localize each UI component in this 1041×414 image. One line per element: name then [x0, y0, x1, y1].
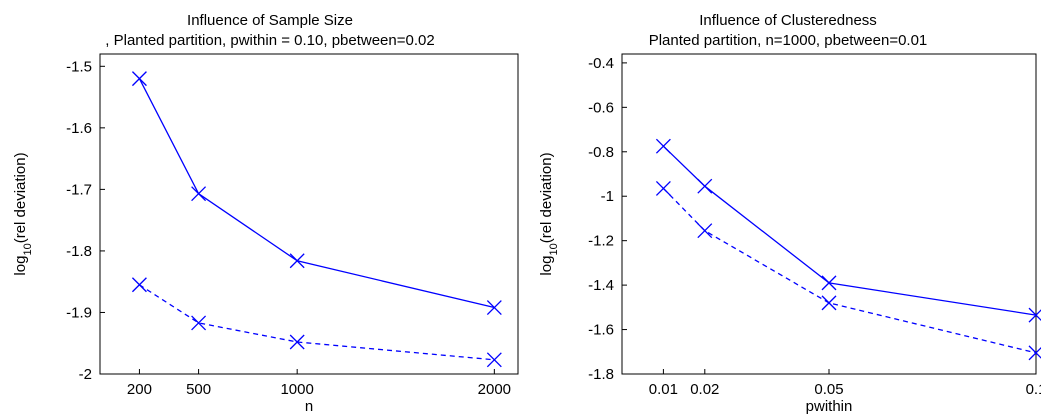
x-marker [289, 253, 305, 269]
x-tick-label: 0.1 [1026, 381, 1041, 398]
dashed-series-line [139, 284, 495, 361]
y-tick-label: -1.7 [66, 181, 92, 198]
x-tick-label: 1000 [280, 381, 313, 398]
y-tick-label: -1.6 [66, 120, 92, 137]
chart-title: Influence of Clusteredness [699, 12, 877, 29]
plot-frame [621, 53, 1037, 375]
solid-series-line [662, 145, 1037, 316]
x-tick-label: 2000 [478, 381, 511, 398]
x-axis-label: n [305, 398, 313, 414]
x-tick-label: 500 [186, 381, 211, 398]
x-marker [655, 180, 671, 196]
x-marker [821, 275, 837, 291]
y-tick-label: -1.6 [588, 322, 614, 339]
solid-series-line [138, 78, 495, 309]
y-tick-label: -1.5 [66, 58, 92, 75]
y-tick-label: -1.8 [66, 243, 92, 260]
x-marker [486, 352, 502, 368]
y-axis: -2 -1.9 -1.8 -1.7 -1.6 -1.5 [66, 58, 105, 383]
x-marker [289, 334, 305, 350]
y-axis: -1.8 -1.6 -1.4 -1.2 -1 -0.8 -0.6 -0.4 [588, 55, 627, 383]
y-tick-label: -0.4 [588, 55, 614, 72]
y-axis-label: log10(rel deviation) [538, 152, 560, 275]
x-marker [486, 300, 502, 315]
sample-size-chart: Influence of Sample Size , Planted parti… [12, 12, 519, 414]
y-tick-label: -0.8 [588, 144, 614, 161]
y-axis-label: log10(rel deviation) [12, 152, 34, 275]
x-marker [697, 178, 713, 194]
dashed-series-line [662, 187, 1037, 354]
y-tick-label: -1.2 [588, 233, 614, 250]
plot-frame [99, 53, 519, 375]
y-tick-label: -0.6 [588, 99, 614, 116]
series-group [655, 138, 1041, 361]
x-marker [697, 223, 713, 239]
x-marker [131, 71, 147, 87]
x-tick-label: 0.05 [814, 381, 843, 398]
x-marker [191, 186, 207, 202]
y-tick-label: -1.4 [588, 277, 614, 294]
series-group [131, 71, 502, 368]
x-marker [191, 315, 207, 331]
chart-title: Influence of Sample Size [187, 12, 353, 29]
x-axis-label: pwithin [806, 398, 853, 414]
chart-subtitle: , Planted partition, pwithin = 0.10, pbe… [105, 32, 434, 49]
x-tick-label: 0.01 [649, 381, 678, 398]
y-tick-label: -1 [601, 188, 614, 205]
x-marker [821, 295, 837, 311]
x-marker [655, 138, 671, 154]
chart-subtitle: Planted partition, n=1000, pbetween=0.01 [649, 32, 928, 49]
y-tick-label: -1.9 [66, 304, 92, 321]
x-axis: 200 500 1000 2000 [127, 369, 511, 398]
x-tick-label: 0.02 [690, 381, 719, 398]
x-tick-label: 200 [127, 381, 152, 398]
x-marker [131, 277, 147, 293]
clusteredness-chart: Influence of Clusteredness Planted parti… [538, 12, 1041, 414]
y-tick-label: -2 [79, 366, 92, 383]
x-axis: 0.01 0.02 0.05 0.1 [649, 369, 1041, 398]
y-tick-label: -1.8 [588, 366, 614, 383]
